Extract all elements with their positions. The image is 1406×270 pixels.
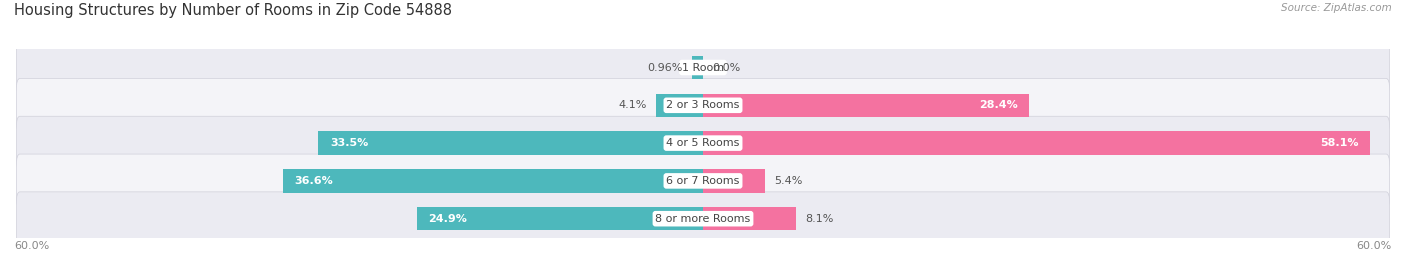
Text: Housing Structures by Number of Rooms in Zip Code 54888: Housing Structures by Number of Rooms in…	[14, 3, 453, 18]
Text: 8.1%: 8.1%	[806, 214, 834, 224]
FancyBboxPatch shape	[17, 154, 1389, 208]
FancyBboxPatch shape	[17, 79, 1389, 132]
Text: 36.6%: 36.6%	[294, 176, 333, 186]
FancyBboxPatch shape	[17, 41, 1389, 94]
FancyBboxPatch shape	[17, 192, 1389, 245]
Text: 1 Room: 1 Room	[682, 62, 724, 73]
Bar	[418, 207, 703, 230]
Text: 28.4%: 28.4%	[979, 100, 1018, 110]
Bar	[657, 94, 703, 117]
Text: 4 or 5 Rooms: 4 or 5 Rooms	[666, 138, 740, 148]
Text: 60.0%: 60.0%	[1357, 241, 1392, 251]
Bar	[283, 169, 703, 193]
FancyBboxPatch shape	[17, 116, 1389, 170]
Bar	[703, 94, 1029, 117]
Text: 0.96%: 0.96%	[647, 62, 683, 73]
Text: 2 or 3 Rooms: 2 or 3 Rooms	[666, 100, 740, 110]
Text: 5.4%: 5.4%	[775, 176, 803, 186]
Text: 0.0%: 0.0%	[713, 62, 741, 73]
Bar	[692, 56, 703, 79]
Text: 58.1%: 58.1%	[1320, 138, 1358, 148]
Bar	[318, 131, 703, 155]
Bar	[703, 207, 796, 230]
Text: Source: ZipAtlas.com: Source: ZipAtlas.com	[1281, 3, 1392, 13]
Text: 8 or more Rooms: 8 or more Rooms	[655, 214, 751, 224]
Text: 6 or 7 Rooms: 6 or 7 Rooms	[666, 176, 740, 186]
Bar	[703, 169, 765, 193]
Text: 4.1%: 4.1%	[619, 100, 647, 110]
Text: 33.5%: 33.5%	[330, 138, 368, 148]
Bar	[703, 131, 1369, 155]
Text: 24.9%: 24.9%	[429, 214, 467, 224]
Text: 60.0%: 60.0%	[14, 241, 49, 251]
